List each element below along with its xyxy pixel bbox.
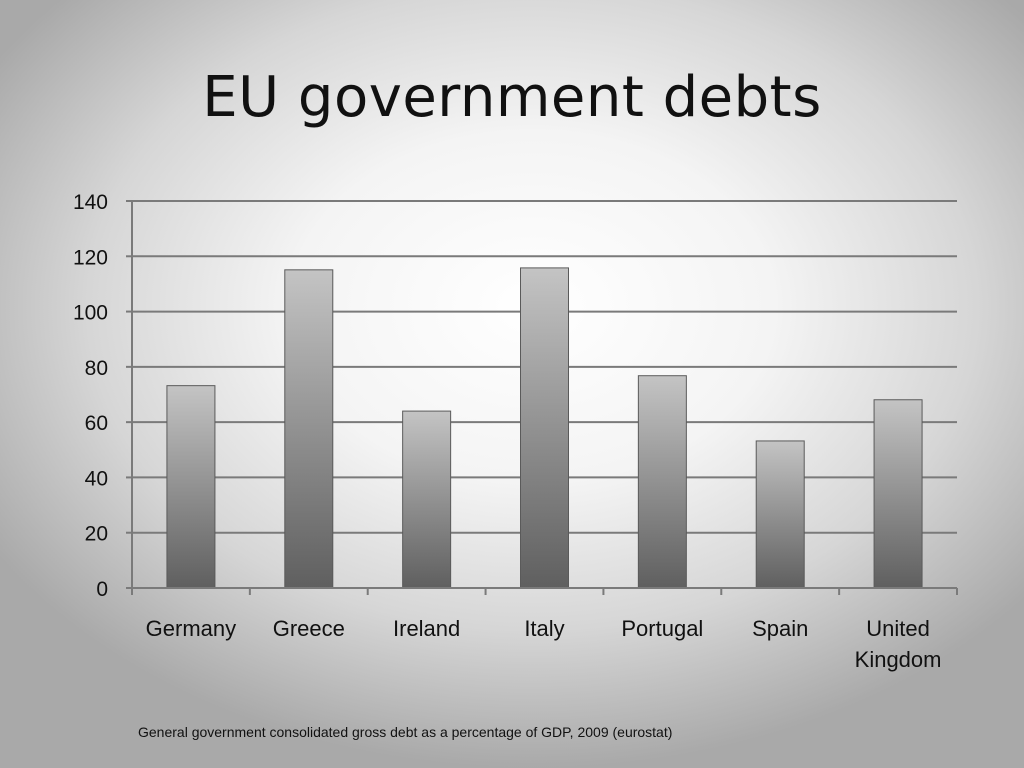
x-tick-label: Portugal	[621, 616, 703, 641]
bar-spain	[755, 440, 805, 589]
y-tick-label: 60	[85, 412, 108, 435]
y-tick-label: 80	[85, 357, 108, 380]
x-tick-label: Italy	[524, 616, 564, 641]
x-tick-label: Spain	[752, 616, 808, 641]
bar-portugal	[637, 375, 687, 589]
y-tick-label: 40	[85, 467, 108, 490]
x-tick-label: Germany	[146, 616, 236, 641]
x-tick-label: Greece	[273, 616, 345, 641]
x-axis-tick-labels: Germany Greece Ireland Italy Portugal Spain Un…	[146, 616, 942, 672]
axes	[131, 201, 958, 595]
bar-germany	[166, 385, 216, 589]
y-tick-label: 100	[73, 302, 108, 325]
slide-title: EU government debts	[202, 65, 822, 130]
bars	[166, 267, 923, 589]
y-tick-label: 0	[96, 578, 108, 601]
x-tick-label: Ireland	[393, 616, 460, 641]
bar-greece	[284, 269, 334, 589]
bar-ireland	[402, 410, 452, 589]
y-tick-label: 20	[85, 523, 108, 546]
bar-united-kingdom	[873, 399, 923, 589]
chart-caption: General government consolidated gross de…	[138, 724, 673, 740]
x-tick-label: United Kingdom	[855, 616, 942, 672]
bar-italy	[520, 267, 569, 589]
y-axis-tick-labels: 0 20 40 60 80 100 120 140	[73, 191, 108, 601]
y-tick-label: 120	[73, 246, 108, 269]
y-tick-label: 140	[73, 191, 108, 214]
